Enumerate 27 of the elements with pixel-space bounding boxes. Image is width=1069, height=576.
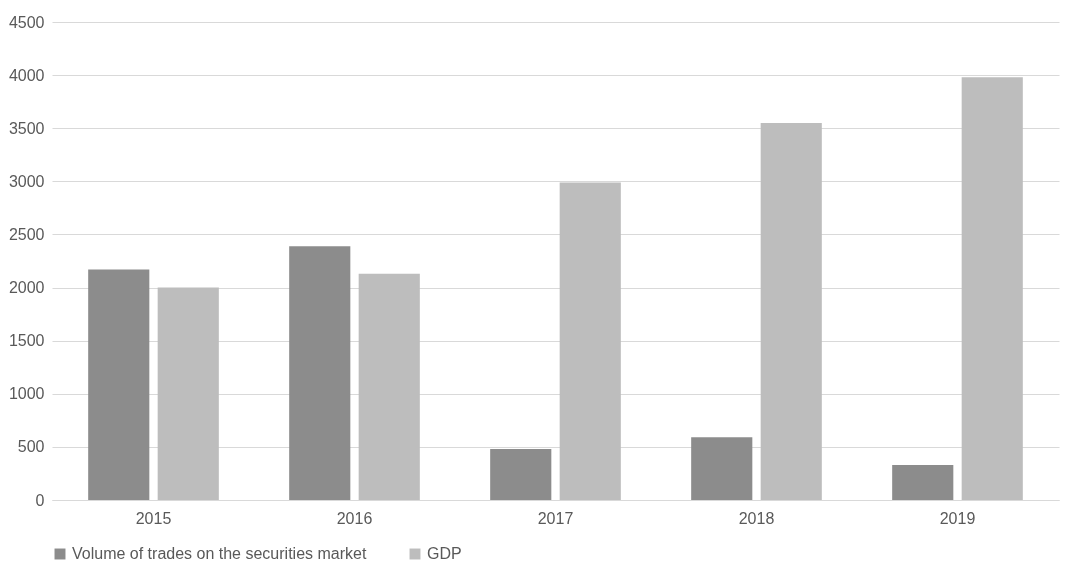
legend-label: Volume of trades on the securities market <box>72 545 367 562</box>
bar <box>88 269 150 500</box>
bar <box>961 77 1023 500</box>
bar <box>760 122 822 500</box>
y-tick-label: 2500 <box>8 225 45 243</box>
x-tick-label: 2019 <box>939 509 976 527</box>
bar <box>691 437 753 500</box>
bar <box>490 449 552 500</box>
x-tick-label: 2018 <box>738 509 775 527</box>
y-tick-label: 4000 <box>8 66 45 84</box>
bar <box>358 273 420 500</box>
bar <box>559 182 621 500</box>
y-tick-label: 3000 <box>8 172 45 190</box>
y-tick-label: 2000 <box>8 279 45 297</box>
bar <box>157 287 219 500</box>
y-tick-label: 1000 <box>8 385 45 403</box>
bar <box>289 246 351 500</box>
y-tick-label: 3500 <box>8 119 45 137</box>
y-tick-label: 1500 <box>8 332 45 350</box>
x-tick-label: 2016 <box>336 509 373 527</box>
x-tick-label: 2017 <box>537 509 574 527</box>
y-tick-label: 500 <box>17 438 45 456</box>
bar <box>892 464 954 500</box>
legend-label: GDP <box>427 545 462 562</box>
y-tick-label: 4500 <box>8 13 45 31</box>
y-tick-label: 0 <box>35 491 45 509</box>
x-tick-label: 2015 <box>135 509 172 527</box>
